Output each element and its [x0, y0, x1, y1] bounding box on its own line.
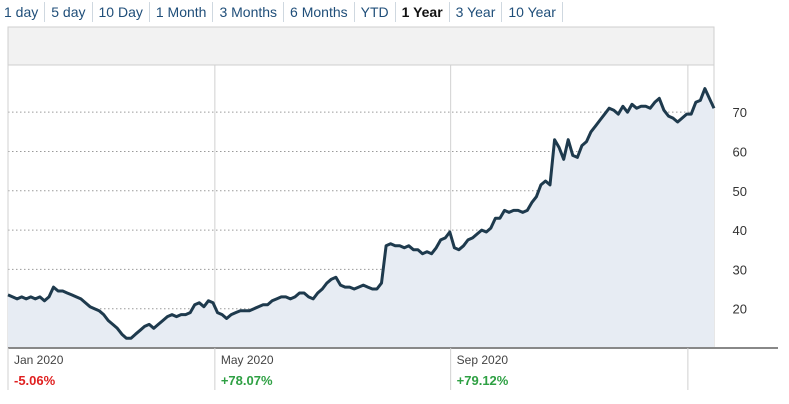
chart-header-bar [7, 26, 715, 66]
x-tick-change-2: +79.12% [457, 373, 509, 388]
x-tick-label-0: Jan 2020 [14, 353, 64, 367]
range-tabs: 1 day 5 day 10 Day 1 Month 3 Months 6 Mo… [0, 0, 563, 24]
y-tick-label-40: 40 [733, 223, 747, 238]
y-tick-label-20: 20 [733, 302, 747, 317]
tab-1-year[interactable]: 1 Year [396, 2, 450, 22]
x-tick-label-2: Sep 2020 [457, 353, 509, 367]
tab-3-months[interactable]: 3 Months [213, 2, 285, 22]
x-tick-change-1: +78.07% [221, 373, 273, 388]
y-tick-label-30: 30 [733, 262, 747, 277]
series-area [8, 88, 714, 348]
x-tick-label-1: May 2020 [221, 353, 274, 367]
tab-3-year[interactable]: 3 Year [450, 2, 503, 22]
x-tick-change-0: -5.06% [14, 373, 56, 388]
y-tick-label-60: 60 [733, 144, 747, 159]
tab-5-day[interactable]: 5 day [45, 2, 93, 22]
tab-1-day[interactable]: 1 day [0, 2, 46, 22]
tab-6-months[interactable]: 6 Months [284, 2, 355, 22]
tab-10-day[interactable]: 10 Day [93, 2, 150, 22]
tab-10-year[interactable]: 10 Year [502, 2, 563, 22]
tab-1-month[interactable]: 1 Month [150, 2, 214, 22]
y-tick-label-70: 70 [733, 105, 747, 120]
series-line [7, 87, 716, 340]
y-axis-ticks: 20 30 40 50 60 70 [733, 105, 747, 317]
x-axis-ticks: Jan 2020 -5.06% May 2020 +78.07% Sep 2020 +79… [7, 348, 689, 390]
tab-ytd[interactable]: YTD [355, 2, 396, 22]
y-tick-label-50: 50 [733, 184, 747, 199]
